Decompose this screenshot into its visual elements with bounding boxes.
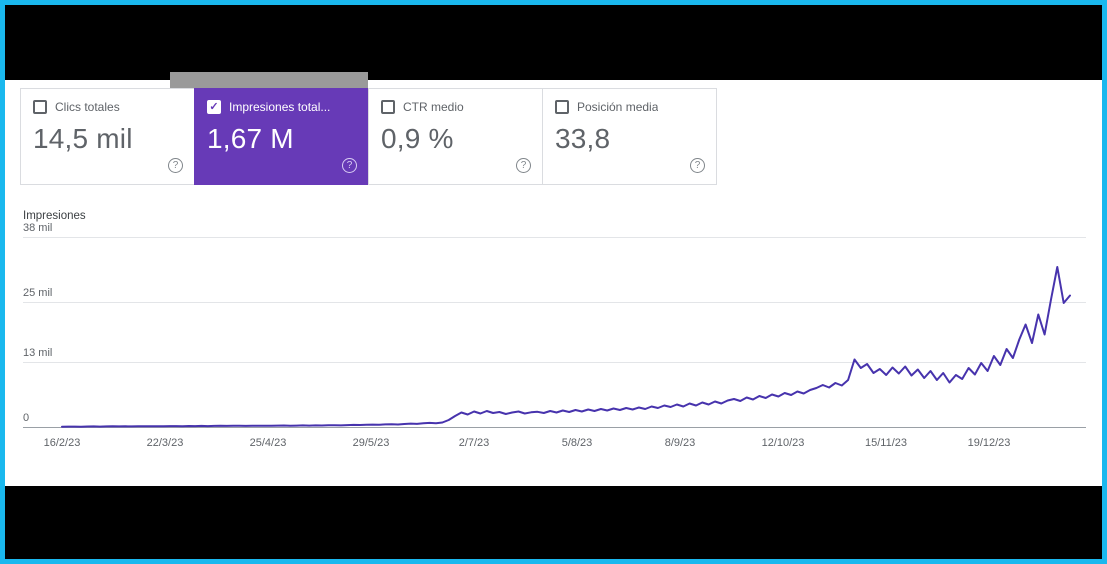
y-tick-label: 0: [23, 412, 30, 424]
metric-value-ctr: 0,9 %: [381, 123, 454, 154]
help-icon[interactable]: ?: [516, 158, 531, 173]
check-icon: ✓: [209, 100, 219, 113]
chart-gridline: [23, 427, 1086, 428]
x-tick-label: 29/5/23: [352, 437, 390, 449]
metric-cards-row: Clics totales 14,5 mil ? ✓ Impresiones t…: [20, 88, 717, 185]
metric-value-impressions: 1,67 M: [207, 123, 294, 154]
metric-card-position[interactable]: Posición media 33,8 ?: [542, 88, 717, 185]
x-tick-label: 15/11/23: [864, 437, 907, 449]
x-tick-label: 25/4/23: [249, 437, 287, 449]
chart-gridline: [23, 237, 1086, 238]
metric-card-clicks[interactable]: Clics totales 14,5 mil ?: [20, 88, 195, 185]
chart-axis-title: Impresiones: [23, 210, 86, 222]
checkbox-ctr[interactable]: [381, 100, 395, 114]
checkbox-position[interactable]: [555, 100, 569, 114]
x-tick-label: 8/9/23: [664, 437, 696, 449]
metric-label-position: Posición media: [577, 100, 659, 114]
chart-line-svg: [61, 266, 1071, 428]
metric-value-clicks: 14,5 mil: [33, 123, 133, 154]
plot-area: 38 mil 25 mil 13 mil 0 16/2/23 22/3/23 25/4/23…: [23, 222, 1086, 449]
x-tick-label: 19/12/23: [967, 437, 1011, 449]
checkbox-clicks[interactable]: [33, 100, 47, 114]
performance-chart: Impresiones 38 mil 25 mil 13 mil 0 16/2/23 22…: [5, 200, 1102, 470]
metric-card-impressions[interactable]: ✓ Impresiones total... 1,67 M ?: [194, 88, 369, 185]
metric-value-position: 33,8: [555, 123, 611, 154]
y-tick-label: 38 mil: [23, 222, 53, 234]
redacted-top-bar: [5, 5, 1102, 80]
metric-label-ctr: CTR medio: [403, 100, 464, 114]
chart-line: [61, 266, 1071, 428]
metric-label-impressions: Impresiones total...: [229, 100, 331, 114]
help-icon[interactable]: ?: [342, 158, 357, 173]
redacted-bottom-bar: [5, 486, 1102, 559]
x-tick-label: 22/3/23: [146, 437, 184, 449]
checkbox-impressions[interactable]: ✓: [207, 100, 221, 114]
metric-card-ctr[interactable]: CTR medio 0,9 % ?: [368, 88, 543, 185]
x-tick-label: 12/10/23: [761, 437, 805, 449]
chart-gridline: [23, 362, 1086, 363]
y-tick-label: 25 mil: [23, 287, 53, 299]
x-tick-label: 5/8/23: [561, 437, 593, 449]
metric-label-clicks: Clics totales: [55, 100, 120, 114]
chart-gridline: [23, 302, 1086, 303]
x-tick-label: 16/2/23: [43, 437, 81, 449]
help-icon[interactable]: ?: [690, 158, 705, 173]
x-tick-label: 2/7/23: [458, 437, 490, 449]
redaction-artifact: [170, 72, 368, 88]
y-tick-label: 13 mil: [23, 347, 53, 359]
help-icon[interactable]: ?: [168, 158, 183, 173]
chart-line-area: [61, 237, 1071, 428]
